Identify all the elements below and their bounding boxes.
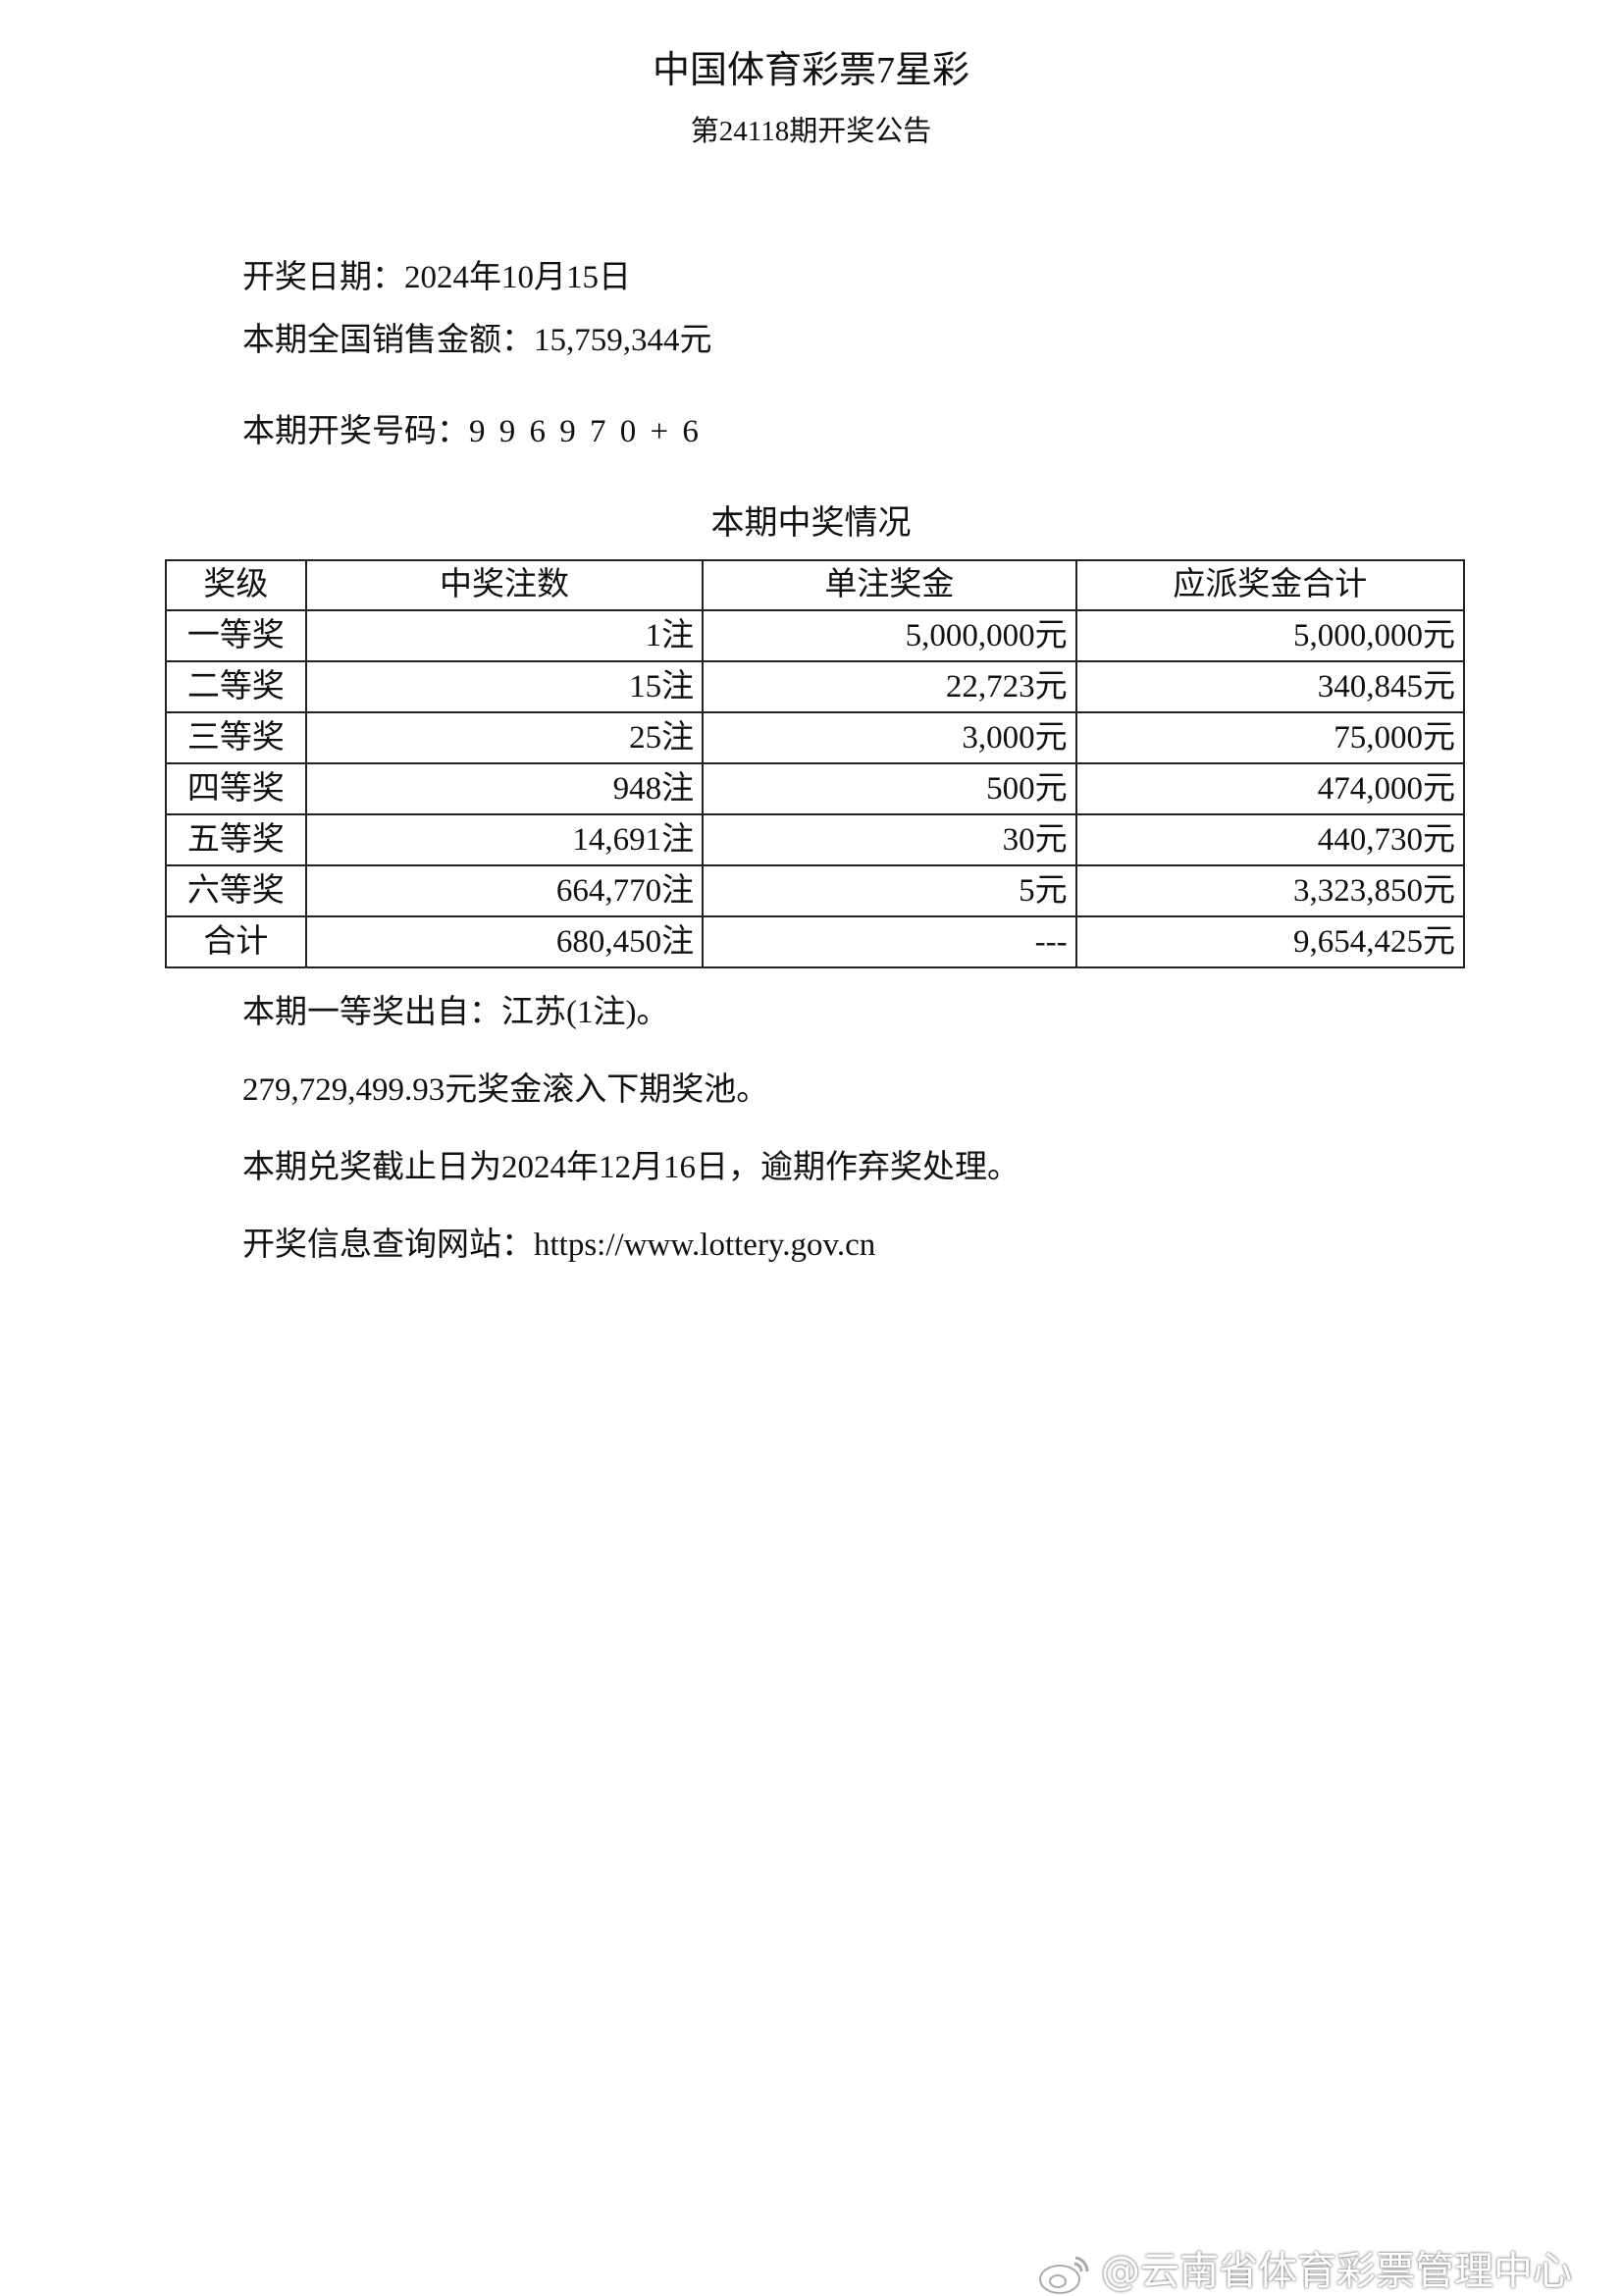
document-subtitle: 第24118期开奖公告 — [690, 116, 932, 147]
table-row: 五等奖 14,691注 30元 440,730元 — [165, 813, 1466, 866]
total-prize-cell: 3,323,850元 — [1074, 864, 1466, 917]
watermark: @云南省体育彩票管理中心 — [1038, 2239, 1572, 2296]
prize-per-bet-cell: 3,000元 — [702, 711, 1077, 764]
prize-per-bet-cell: 500元 — [702, 762, 1077, 815]
header-winners: 中奖注数 — [304, 559, 705, 611]
header-total-prize: 应派奖金合计 — [1074, 559, 1466, 611]
prize-per-bet-cell: 30元 — [702, 813, 1077, 866]
deadline-note: 本期兑奖截止日为2024年12月16日，逾期作弃奖处理。 — [242, 1150, 1020, 1185]
weibo-icon — [1038, 2249, 1101, 2294]
prize-level-cell: 合计 — [165, 915, 307, 968]
prize-level-cell: 一等奖 — [165, 609, 307, 662]
winner-count-cell: 15注 — [304, 660, 705, 713]
prize-level-cell: 六等奖 — [165, 864, 307, 917]
prize-table: 奖级 中奖注数 单注奖金 应派奖金合计 一等奖 1注 5,000,000元 5,000… — [165, 559, 1466, 968]
prize-level-cell: 二等奖 — [165, 660, 307, 713]
winner-count-cell: 664,770注 — [304, 864, 705, 917]
sales-amount: 本期全国销售金额：15,759,344元 — [242, 323, 712, 358]
watermark-text: @云南省体育彩票管理中心 — [1101, 2249, 1572, 2294]
total-prize-cell: 9,654,425元 — [1074, 915, 1466, 968]
draw-date: 开奖日期：2024年10月15日 — [242, 260, 631, 295]
website-note: 开奖信息查询网站：https://www.lottery.gov.cn — [242, 1227, 876, 1263]
prize-per-bet-cell: 5元 — [702, 864, 1077, 917]
total-prize-cell: 340,845元 — [1074, 660, 1466, 713]
prize-level-cell: 五等奖 — [165, 813, 307, 866]
total-prize-cell: 75,000元 — [1074, 711, 1466, 764]
rollover-note: 279,729,499.93元奖金滚入下期奖池。 — [242, 1072, 769, 1108]
prize-level-cell: 三等奖 — [165, 711, 307, 764]
table-row: 四等奖 948注 500元 474,000元 — [165, 762, 1466, 815]
winner-count-cell: 1注 — [304, 609, 705, 662]
prize-level-cell: 四等奖 — [165, 762, 307, 815]
table-row: 一等奖 1注 5,000,000元 5,000,000元 — [165, 609, 1466, 662]
document-title: 中国体育彩票7星彩 — [652, 50, 969, 91]
winner-count-cell: 680,450注 — [304, 915, 705, 968]
table-row: 二等奖 15注 22,723元 340,845元 — [165, 660, 1466, 713]
winner-count-cell: 14,691注 — [304, 813, 705, 866]
winning-numbers: 本期开奖号码：9 9 6 9 7 0 + 6 — [242, 414, 699, 449]
first-prize-origin: 本期一等奖出自：江苏(1注)。 — [242, 995, 669, 1030]
prize-per-bet-cell: --- — [702, 915, 1077, 968]
total-prize-cell: 474,000元 — [1074, 762, 1466, 815]
prize-per-bet-cell: 22,723元 — [702, 660, 1077, 713]
header-prize-per-bet: 单注奖金 — [702, 559, 1077, 611]
total-prize-cell: 440,730元 — [1074, 813, 1466, 866]
table-row: 合计 680,450注 --- 9,654,425元 — [165, 915, 1466, 968]
prize-per-bet-cell: 5,000,000元 — [702, 609, 1077, 662]
winner-count-cell: 25注 — [304, 711, 705, 764]
header-level: 奖级 — [165, 559, 307, 611]
table-row: 三等奖 25注 3,000元 75,000元 — [165, 711, 1466, 764]
winner-count-cell: 948注 — [304, 762, 705, 815]
prize-table-title: 本期中奖情况 — [710, 505, 912, 542]
total-prize-cell: 5,000,000元 — [1074, 609, 1466, 662]
table-row: 六等奖 664,770注 5元 3,323,850元 — [165, 864, 1466, 917]
table-header-row: 奖级 中奖注数 单注奖金 应派奖金合计 — [165, 559, 1466, 611]
